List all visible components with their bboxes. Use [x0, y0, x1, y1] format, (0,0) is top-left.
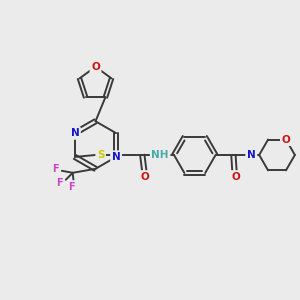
Text: F: F — [68, 182, 75, 192]
Text: N: N — [112, 152, 121, 162]
Text: F: F — [52, 164, 59, 174]
Text: O: O — [282, 134, 290, 145]
Text: N: N — [70, 128, 79, 138]
Text: NH: NH — [152, 150, 169, 160]
Text: O: O — [231, 172, 240, 182]
Text: N: N — [247, 150, 256, 160]
Text: O: O — [141, 172, 150, 182]
Text: F: F — [56, 178, 63, 188]
Text: O: O — [91, 62, 100, 72]
Text: S: S — [97, 150, 104, 160]
